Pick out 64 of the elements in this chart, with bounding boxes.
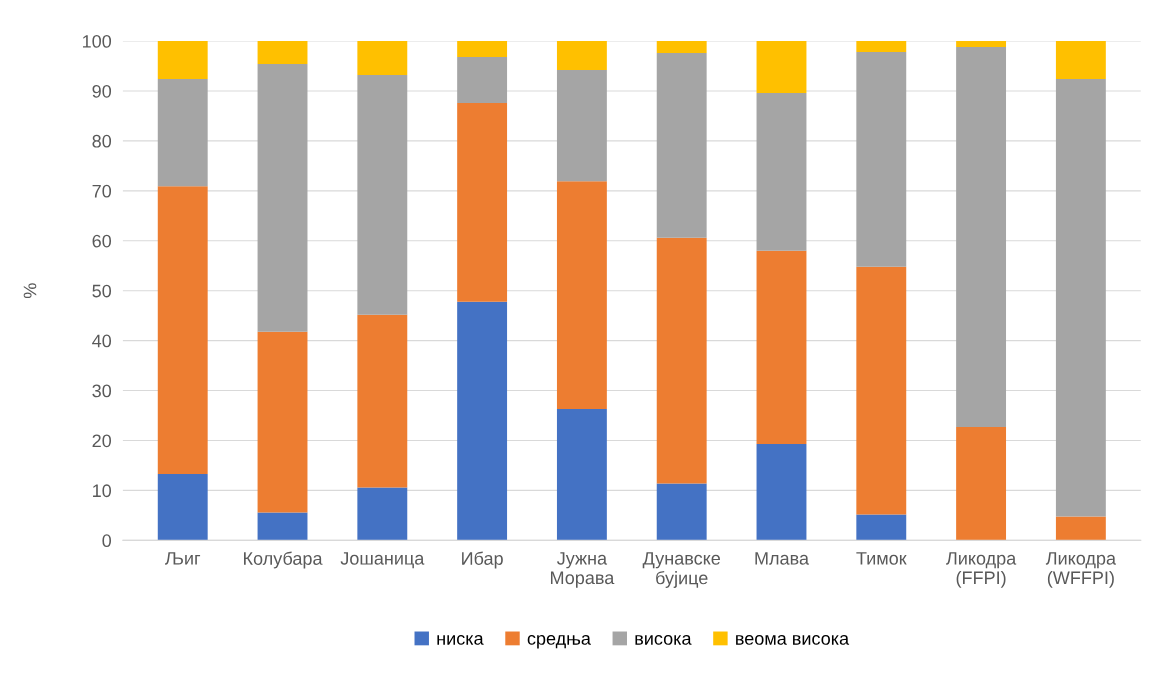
legend-label: висока xyxy=(635,634,692,645)
bar xyxy=(257,331,308,513)
bar xyxy=(457,301,508,541)
bar xyxy=(856,514,907,541)
y-tick-label: 80 xyxy=(92,134,112,148)
y-tick-label: 30 xyxy=(92,384,112,398)
y-tick-label: 50 xyxy=(92,284,112,298)
x-tick-label: Ликодра (FFPI) xyxy=(946,552,1017,588)
bar xyxy=(457,41,508,58)
y-tick-label: 100 xyxy=(82,34,112,48)
bar xyxy=(656,237,707,484)
x-tick-label: Тимок xyxy=(856,552,907,565)
x-tick-label: Јошаница xyxy=(340,552,425,569)
bar xyxy=(556,409,607,541)
bar xyxy=(956,427,1007,541)
bar xyxy=(157,186,208,474)
bar xyxy=(1055,41,1106,79)
bar xyxy=(357,74,408,315)
bar xyxy=(1055,516,1106,541)
y-tick-label: 10 xyxy=(93,484,112,498)
bar xyxy=(1055,78,1106,517)
bar xyxy=(357,487,408,541)
bar xyxy=(756,250,807,444)
y-tick-label: 20 xyxy=(92,434,112,448)
y-tick-label: 70 xyxy=(92,184,112,198)
legend-label: веома висока xyxy=(736,634,850,645)
x-tick-label: Млава xyxy=(755,552,810,565)
x-tick-label: Јужна Морава xyxy=(550,552,615,588)
bar xyxy=(756,92,807,251)
y-tick-label: 90 xyxy=(92,84,112,98)
bar xyxy=(856,41,907,53)
bar xyxy=(856,52,907,267)
bar xyxy=(457,102,508,302)
legend-label: ниска xyxy=(437,634,484,645)
legend-label: средња xyxy=(527,634,591,649)
x-tick-label: Ибар xyxy=(462,551,503,569)
x-tick-label: Дунавске бујице xyxy=(642,552,721,588)
bar xyxy=(257,64,308,332)
bar xyxy=(257,41,308,65)
x-tick-label: Ликодра (WFFPI) xyxy=(1045,552,1117,588)
x-tick-label: Љиг xyxy=(165,552,201,565)
bar xyxy=(157,78,208,187)
bar xyxy=(357,314,408,488)
x-tick-label: Колубара xyxy=(244,551,323,569)
bar xyxy=(956,47,1007,428)
bar xyxy=(157,41,208,79)
bar xyxy=(457,57,508,103)
bar xyxy=(656,53,707,238)
y-tick-label: 0 xyxy=(102,534,112,548)
bar xyxy=(556,70,607,182)
y-tick-label: 60 xyxy=(92,234,112,248)
bar xyxy=(556,181,607,410)
bar xyxy=(257,512,308,541)
bar xyxy=(656,41,707,54)
bar xyxy=(756,41,807,93)
y-axis-title: % xyxy=(23,283,37,299)
bar xyxy=(157,473,208,541)
bar xyxy=(656,483,707,541)
bar xyxy=(856,266,907,515)
y-tick-label: 40 xyxy=(92,334,112,348)
bar xyxy=(956,41,1007,48)
bar xyxy=(756,443,807,541)
bar xyxy=(556,41,607,70)
bar xyxy=(357,41,408,75)
